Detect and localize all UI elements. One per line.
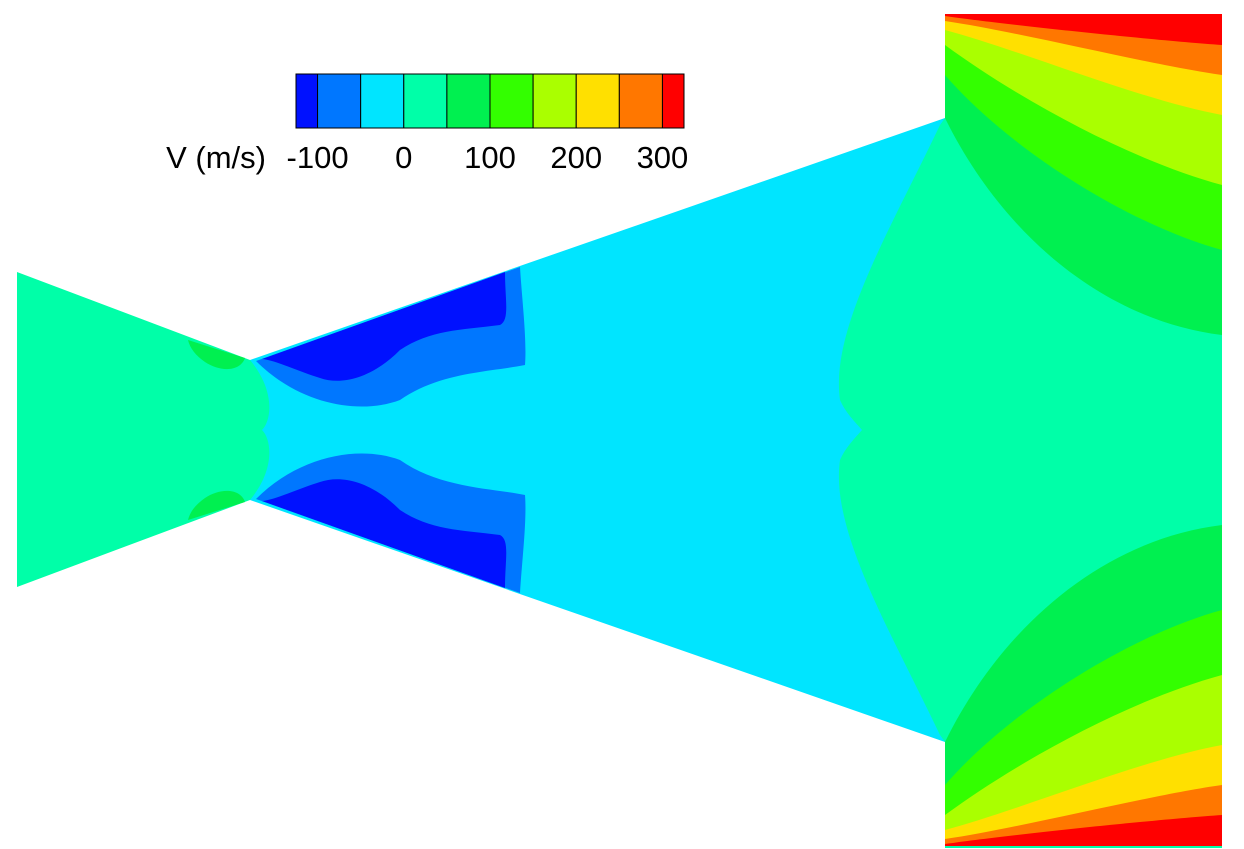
contour-region	[262, 479, 507, 588]
colorbar-tick-label: 100	[464, 140, 516, 175]
contour-region	[250, 118, 945, 742]
colorbar-tick-label: -100	[287, 140, 349, 175]
colorbar-segment	[295, 73, 319, 129]
colorbar-segment	[661, 73, 685, 129]
colorbar-label: V (m/s)	[166, 140, 266, 175]
contour-region	[188, 490, 245, 520]
colorbar-segment	[360, 73, 405, 129]
colorbar-segment	[618, 73, 663, 129]
colorbar-segment	[446, 73, 491, 129]
colorbar-segment	[575, 73, 620, 129]
contour-region	[250, 360, 270, 500]
colorbar-segment	[317, 73, 362, 129]
contour-region	[17, 272, 250, 587]
colorbar-segment	[403, 73, 448, 129]
contour-region	[188, 340, 245, 370]
colorbar-tick-label: 300	[637, 140, 689, 175]
contour-region	[945, 14, 1222, 45]
field	[17, 14, 1222, 848]
colorbar-segment	[489, 73, 534, 129]
contour-region	[838, 118, 945, 742]
contour-region	[945, 815, 1222, 846]
colorbar-tick-label: 200	[550, 140, 602, 175]
colorbar-tick-label: 0	[395, 140, 412, 175]
colorbar-segment	[532, 73, 577, 129]
contour-region	[262, 272, 507, 381]
